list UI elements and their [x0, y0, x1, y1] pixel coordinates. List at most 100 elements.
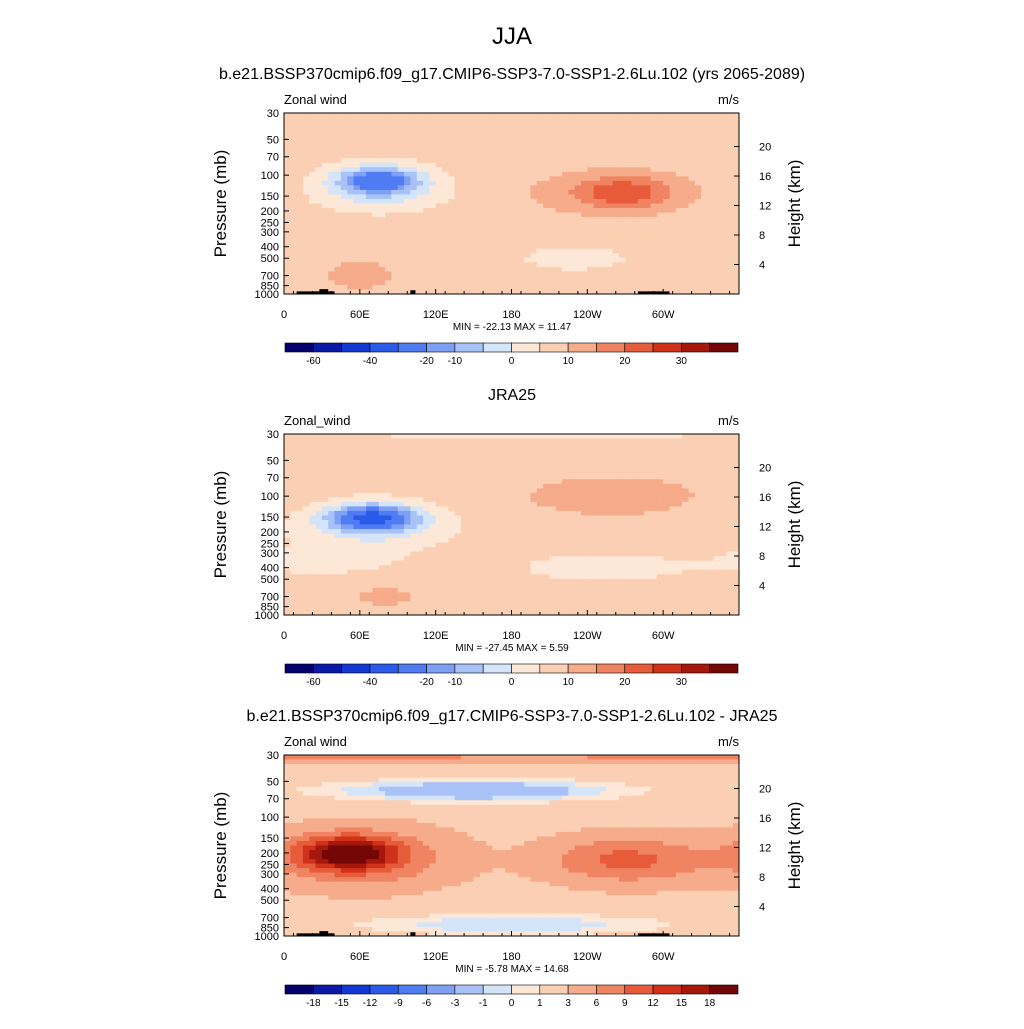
contour-cell [372, 113, 379, 118]
contour-cell [638, 140, 645, 145]
contour-cell [726, 145, 733, 150]
contour-cell [632, 448, 639, 453]
contour-cell [354, 470, 361, 475]
contour-cell [417, 167, 424, 172]
contour-cell [707, 194, 714, 199]
contour-cell [701, 118, 708, 123]
contour-cell [562, 199, 569, 204]
contour-cell [391, 452, 398, 457]
contour-cell [379, 140, 386, 145]
contour-cell [524, 538, 531, 543]
contour-cell [290, 204, 297, 209]
contour-cell [568, 222, 575, 227]
contour-cell [720, 167, 727, 172]
contour-cell [429, 452, 436, 457]
contour-cell [290, 502, 297, 507]
contour-cell [720, 154, 727, 159]
contour-cell [391, 497, 398, 502]
contour-cell [360, 149, 367, 154]
contour-cell [455, 534, 462, 539]
contour-cell [423, 520, 430, 525]
contour-cell [695, 222, 702, 227]
contour-cell [385, 502, 392, 507]
contour-cell [461, 439, 468, 444]
contour-cell [549, 285, 556, 290]
contour-cell [657, 280, 664, 285]
contour-cell [575, 556, 582, 561]
contour-cell [429, 127, 436, 132]
contour-cell [328, 222, 335, 227]
contour-cell [562, 502, 569, 507]
contour-cell [347, 439, 354, 444]
contour-cell [455, 448, 462, 453]
contour-cell [493, 222, 500, 227]
contour-cell [625, 213, 632, 218]
contour-cell [442, 439, 449, 444]
contour-cell [372, 479, 379, 484]
contour-cell [714, 525, 721, 530]
contour-cell [455, 240, 462, 245]
contour-cell [714, 113, 721, 118]
lon-tick-label: 60W [652, 309, 675, 321]
contour-cell [505, 244, 512, 249]
contour-cell [682, 543, 689, 548]
contour-cell [676, 176, 683, 181]
contour-cell [568, 434, 575, 439]
contour-cell [518, 529, 525, 534]
contour-cell [303, 543, 310, 548]
contour-cell [467, 276, 474, 281]
contour-cell [423, 149, 430, 154]
contour-cell [543, 280, 550, 285]
contour-cell [410, 208, 417, 213]
contour-cell [404, 181, 411, 186]
contour-cell [543, 122, 550, 127]
contour-cell [651, 547, 658, 552]
contour-cell [638, 244, 645, 249]
contour-cell [322, 127, 329, 132]
contour-cell [486, 534, 493, 539]
contour-cell [549, 127, 556, 132]
contour-cell [581, 276, 588, 281]
contour-cell [461, 511, 468, 516]
contour-cell [385, 176, 392, 181]
contour-cell [701, 466, 708, 471]
contour-cell [398, 461, 405, 466]
contour-cell [391, 475, 398, 480]
contour-cell [625, 249, 632, 254]
contour-cell [651, 497, 658, 502]
contour-cell [619, 181, 626, 186]
contour-cell [347, 231, 354, 236]
contour-cell [726, 520, 733, 525]
contour-cell [619, 552, 626, 557]
contour-cell [404, 185, 411, 190]
contour-cell [372, 556, 379, 561]
contour-cell [688, 276, 695, 281]
contour-cell [682, 199, 689, 204]
contour-cell [568, 556, 575, 561]
contour-cell [391, 502, 398, 507]
contour-cell [461, 543, 468, 548]
contour-cell [625, 497, 632, 502]
contour-cell [284, 172, 291, 177]
contour-cell [436, 448, 443, 453]
contour-cell [410, 267, 417, 272]
contour-cell [442, 434, 449, 439]
contour-cell [328, 235, 335, 240]
contour-cell [328, 145, 335, 150]
contour-cell [328, 204, 335, 209]
contour-cell [284, 511, 291, 516]
contour-cell [701, 434, 708, 439]
contour-cell [423, 470, 430, 475]
contour-cell [335, 181, 342, 186]
contour-cell [720, 547, 727, 552]
contour-cell [714, 484, 721, 489]
contour-cell [423, 443, 430, 448]
contour-cell [651, 493, 658, 498]
contour-cell [707, 457, 714, 462]
contour-cell [726, 167, 733, 172]
contour-cell [530, 217, 537, 222]
contour-cell [594, 258, 601, 263]
contour-cell [726, 217, 733, 222]
contour-cell [518, 511, 525, 516]
contour-cell [657, 448, 664, 453]
